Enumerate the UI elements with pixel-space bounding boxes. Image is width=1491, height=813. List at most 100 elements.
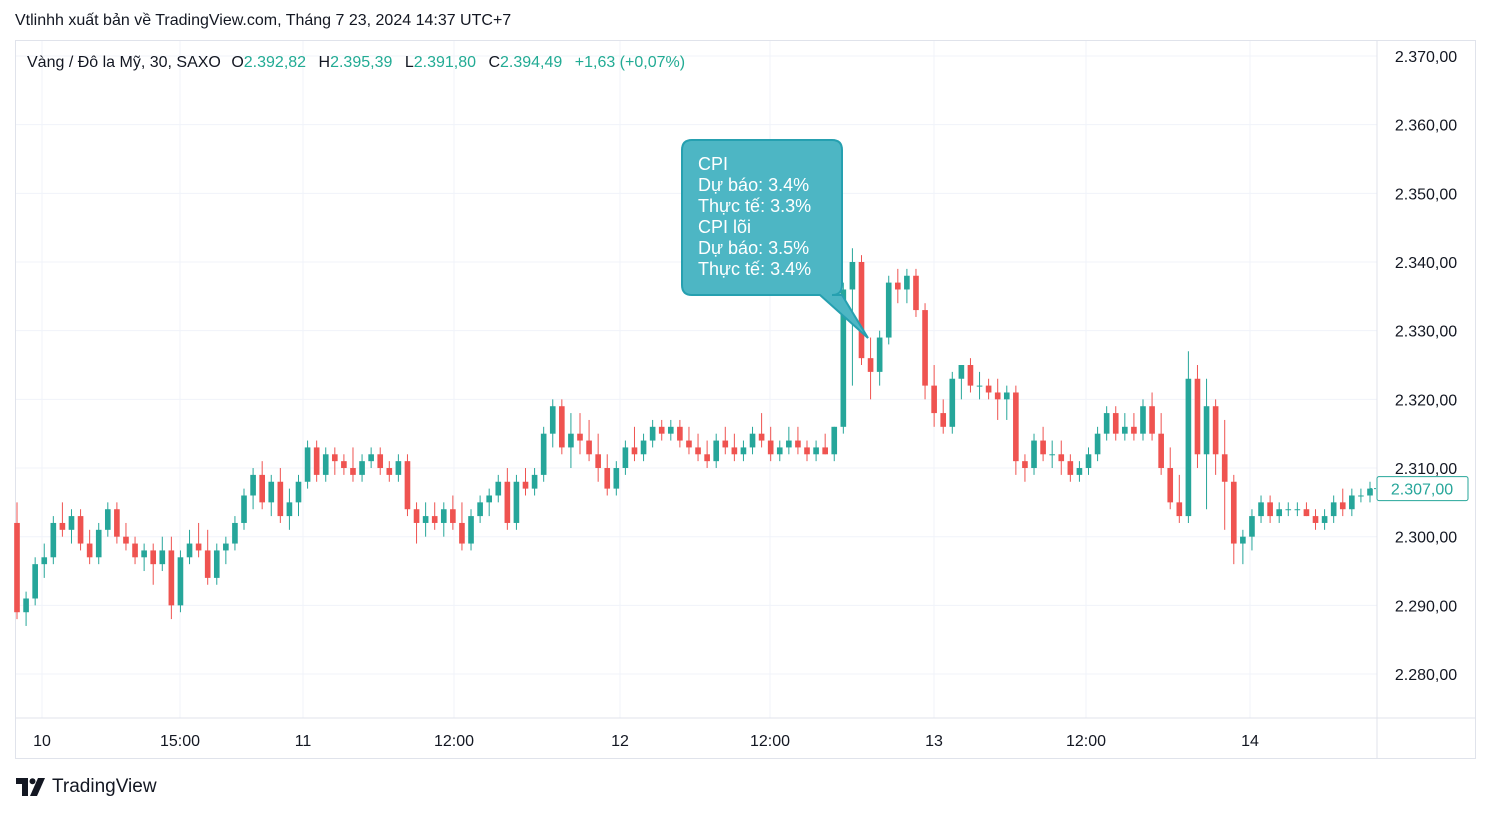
candle[interactable] <box>613 461 620 496</box>
candle[interactable] <box>1149 392 1155 441</box>
candle[interactable] <box>495 474 502 503</box>
candle[interactable] <box>386 461 393 482</box>
candle[interactable] <box>686 426 692 455</box>
candle[interactable] <box>213 543 220 585</box>
candle[interactable] <box>922 303 928 400</box>
candle[interactable] <box>1022 454 1028 482</box>
candle[interactable] <box>1321 509 1328 530</box>
candle[interactable] <box>1167 447 1174 510</box>
candle[interactable] <box>359 454 365 482</box>
candle[interactable] <box>268 474 275 517</box>
cpi-callout-bubble[interactable] <box>680 138 880 348</box>
candle[interactable] <box>994 378 1001 420</box>
candle[interactable] <box>758 413 765 448</box>
candle[interactable] <box>695 433 701 462</box>
candle[interactable] <box>894 268 901 304</box>
candle[interactable] <box>14 502 20 620</box>
candle[interactable] <box>822 433 828 455</box>
candle[interactable] <box>1294 502 1301 517</box>
candle[interactable] <box>450 495 456 530</box>
candle[interactable] <box>1258 495 1264 523</box>
candle[interactable] <box>150 543 157 585</box>
candle[interactable] <box>976 371 983 400</box>
symbol-label[interactable]: Vàng / Đô la Mỹ, 30, SAXO <box>27 54 221 71</box>
candle[interactable] <box>913 268 919 317</box>
candle[interactable] <box>1230 474 1237 565</box>
candle[interactable] <box>586 419 592 462</box>
candle[interactable] <box>1040 426 1046 462</box>
candle[interactable] <box>123 522 129 551</box>
candle[interactable] <box>223 536 229 565</box>
candle[interactable] <box>250 468 256 510</box>
candle[interactable] <box>767 426 774 462</box>
candle[interactable] <box>1094 426 1101 462</box>
candle[interactable] <box>159 536 166 572</box>
candle[interactable] <box>304 440 311 489</box>
candle[interactable] <box>68 509 75 544</box>
candle[interactable] <box>504 468 511 530</box>
candle[interactable] <box>459 502 465 551</box>
candle[interactable] <box>1085 447 1092 475</box>
candle[interactable] <box>1112 406 1119 441</box>
candle[interactable] <box>522 468 529 496</box>
candle[interactable] <box>1067 454 1074 482</box>
candle[interactable] <box>1339 488 1346 517</box>
candle[interactable] <box>531 468 538 496</box>
candle[interactable] <box>722 426 729 455</box>
candle[interactable] <box>204 529 211 585</box>
candle[interactable] <box>41 543 48 578</box>
candle[interactable] <box>1212 399 1219 475</box>
candle[interactable] <box>232 516 238 551</box>
candle[interactable] <box>141 543 147 572</box>
candle[interactable] <box>513 474 520 530</box>
candle[interactable] <box>940 399 947 434</box>
candle[interactable] <box>885 275 892 345</box>
candle[interactable] <box>795 426 801 455</box>
candle[interactable] <box>786 426 792 455</box>
candle[interactable] <box>277 468 284 523</box>
candle[interactable] <box>1276 502 1283 523</box>
candle[interactable] <box>831 426 838 462</box>
candle[interactable] <box>1076 461 1083 482</box>
candle[interactable] <box>1185 351 1192 523</box>
candle[interactable] <box>95 522 102 565</box>
candle[interactable] <box>568 413 574 469</box>
candle[interactable] <box>1194 365 1201 469</box>
candle[interactable] <box>1176 474 1183 523</box>
candle[interactable] <box>186 529 193 565</box>
candle[interactable] <box>577 413 583 455</box>
candle[interactable] <box>341 454 347 475</box>
candle[interactable] <box>241 488 247 530</box>
candle[interactable] <box>867 337 874 400</box>
candle[interactable] <box>649 419 656 448</box>
candle[interactable] <box>1221 419 1228 530</box>
candle[interactable] <box>704 440 710 469</box>
candle[interactable] <box>1358 488 1364 503</box>
candle[interactable] <box>468 509 474 551</box>
candle[interactable] <box>1140 399 1146 441</box>
candle[interactable] <box>1330 495 1337 523</box>
candle[interactable] <box>404 454 411 517</box>
candle[interactable] <box>1367 481 1373 503</box>
candle[interactable] <box>50 516 57 565</box>
candle[interactable] <box>1249 509 1255 551</box>
candle[interactable] <box>440 502 447 537</box>
candle[interactable] <box>177 550 184 613</box>
candle[interactable] <box>104 502 111 537</box>
candle[interactable] <box>876 330 883 386</box>
chart-frame[interactable] <box>15 40 1476 759</box>
candle[interactable] <box>132 536 138 565</box>
candle[interactable] <box>1122 413 1128 441</box>
candle[interactable] <box>967 358 974 393</box>
candle[interactable] <box>1240 529 1246 565</box>
candle[interactable] <box>677 419 683 448</box>
candle[interactable] <box>640 433 647 462</box>
candle[interactable] <box>259 461 265 510</box>
candle[interactable] <box>949 371 956 434</box>
candle[interactable] <box>1203 378 1210 510</box>
candle[interactable] <box>958 365 965 400</box>
candle[interactable] <box>1031 433 1037 475</box>
candle[interactable] <box>86 529 93 565</box>
candle[interactable] <box>114 502 120 544</box>
